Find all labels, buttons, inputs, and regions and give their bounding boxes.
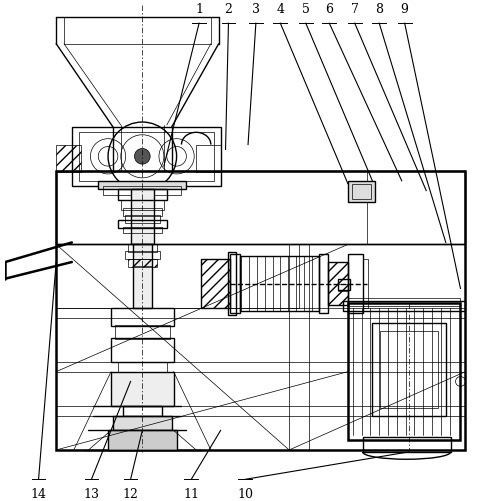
Text: 7: 7	[351, 4, 358, 17]
Bar	[128, 245, 157, 253]
Text: 13: 13	[84, 487, 100, 500]
Bar	[318, 255, 328, 313]
Bar	[372, 323, 446, 416]
Circle shape	[134, 149, 150, 165]
Text: 8: 8	[375, 4, 383, 17]
Bar	[113, 416, 172, 430]
Bar	[130, 189, 154, 245]
Bar	[118, 220, 167, 228]
Bar	[56, 245, 299, 309]
Bar	[111, 372, 174, 406]
Bar	[122, 406, 162, 416]
Bar	[196, 145, 220, 173]
Bar	[348, 299, 461, 307]
Bar	[338, 279, 350, 291]
Bar	[121, 201, 164, 211]
Bar	[348, 304, 461, 440]
Text: 1: 1	[195, 4, 203, 17]
Bar	[352, 184, 372, 200]
Text: 12: 12	[122, 487, 138, 500]
Text: 2: 2	[224, 4, 232, 17]
Bar	[201, 260, 230, 309]
Text: 4: 4	[276, 4, 284, 17]
Bar	[118, 362, 167, 372]
Bar	[72, 128, 221, 186]
Text: 10: 10	[237, 487, 253, 500]
Bar	[338, 284, 348, 292]
Bar	[108, 430, 176, 450]
Bar	[103, 186, 182, 196]
Bar	[132, 245, 152, 309]
Bar	[368, 172, 466, 245]
Bar	[78, 133, 214, 181]
Bar	[362, 260, 368, 309]
Text: 14: 14	[30, 487, 46, 500]
Bar	[228, 253, 236, 315]
Bar	[115, 325, 170, 340]
Bar	[348, 255, 362, 313]
Bar	[240, 257, 318, 311]
Text: 5: 5	[302, 4, 310, 17]
Bar	[124, 252, 160, 260]
Bar	[328, 263, 348, 306]
Bar	[118, 189, 167, 201]
Bar	[56, 172, 466, 245]
Bar	[362, 437, 450, 452]
Bar	[348, 181, 376, 203]
Text: 6: 6	[326, 4, 334, 17]
Text: 3: 3	[252, 4, 260, 17]
Text: 9: 9	[400, 4, 408, 17]
Bar	[128, 260, 157, 268]
Bar	[230, 255, 240, 313]
Bar	[380, 331, 438, 408]
Bar	[111, 309, 174, 326]
Bar	[124, 215, 160, 223]
Bar	[56, 172, 466, 450]
Bar	[132, 267, 152, 309]
Bar	[122, 227, 162, 233]
Bar	[56, 145, 80, 173]
Bar	[343, 302, 466, 311]
Bar	[98, 181, 186, 189]
Bar	[122, 209, 162, 216]
Bar	[111, 339, 174, 362]
Text: 11: 11	[184, 487, 200, 500]
